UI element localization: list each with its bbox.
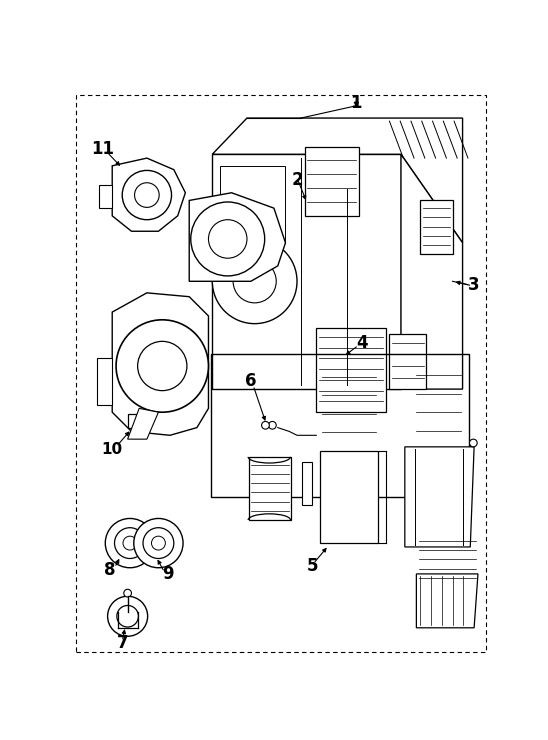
Text: 3: 3 (469, 276, 480, 294)
Circle shape (124, 589, 132, 597)
Text: 9: 9 (163, 565, 174, 583)
Text: 8: 8 (104, 561, 116, 579)
Polygon shape (405, 447, 474, 547)
Polygon shape (189, 192, 286, 281)
Circle shape (143, 528, 174, 559)
Bar (390, 334, 426, 389)
Polygon shape (320, 451, 378, 543)
Bar (305, 147, 358, 216)
Bar (248, 457, 291, 520)
Bar (128, 414, 149, 428)
Text: 11: 11 (91, 140, 114, 158)
Circle shape (134, 519, 183, 568)
Circle shape (138, 341, 187, 391)
Circle shape (123, 536, 137, 550)
Circle shape (115, 528, 145, 559)
Circle shape (135, 183, 159, 207)
Circle shape (269, 422, 276, 429)
Polygon shape (401, 154, 463, 389)
Circle shape (233, 260, 276, 303)
Circle shape (117, 605, 139, 627)
Bar (211, 354, 469, 497)
Polygon shape (212, 118, 463, 243)
Circle shape (208, 220, 247, 258)
Circle shape (470, 439, 477, 447)
Text: 5: 5 (307, 557, 318, 575)
Circle shape (191, 202, 265, 276)
Circle shape (107, 596, 147, 636)
Polygon shape (112, 158, 185, 231)
Text: 7: 7 (116, 634, 128, 652)
Polygon shape (128, 408, 158, 439)
Circle shape (261, 422, 269, 429)
Text: 6: 6 (245, 372, 256, 391)
Circle shape (212, 239, 297, 323)
Bar (420, 201, 453, 255)
Text: 4: 4 (357, 334, 368, 352)
Polygon shape (97, 358, 112, 405)
Text: 10: 10 (102, 442, 123, 457)
Polygon shape (112, 293, 208, 435)
Bar (302, 462, 312, 505)
Circle shape (116, 320, 208, 412)
Text: 2: 2 (291, 171, 303, 189)
Polygon shape (416, 574, 478, 628)
Bar (316, 328, 386, 412)
Circle shape (105, 519, 155, 568)
Polygon shape (212, 154, 401, 389)
Circle shape (122, 170, 172, 220)
Polygon shape (99, 185, 112, 208)
Circle shape (151, 536, 165, 550)
Text: 1: 1 (351, 94, 362, 112)
